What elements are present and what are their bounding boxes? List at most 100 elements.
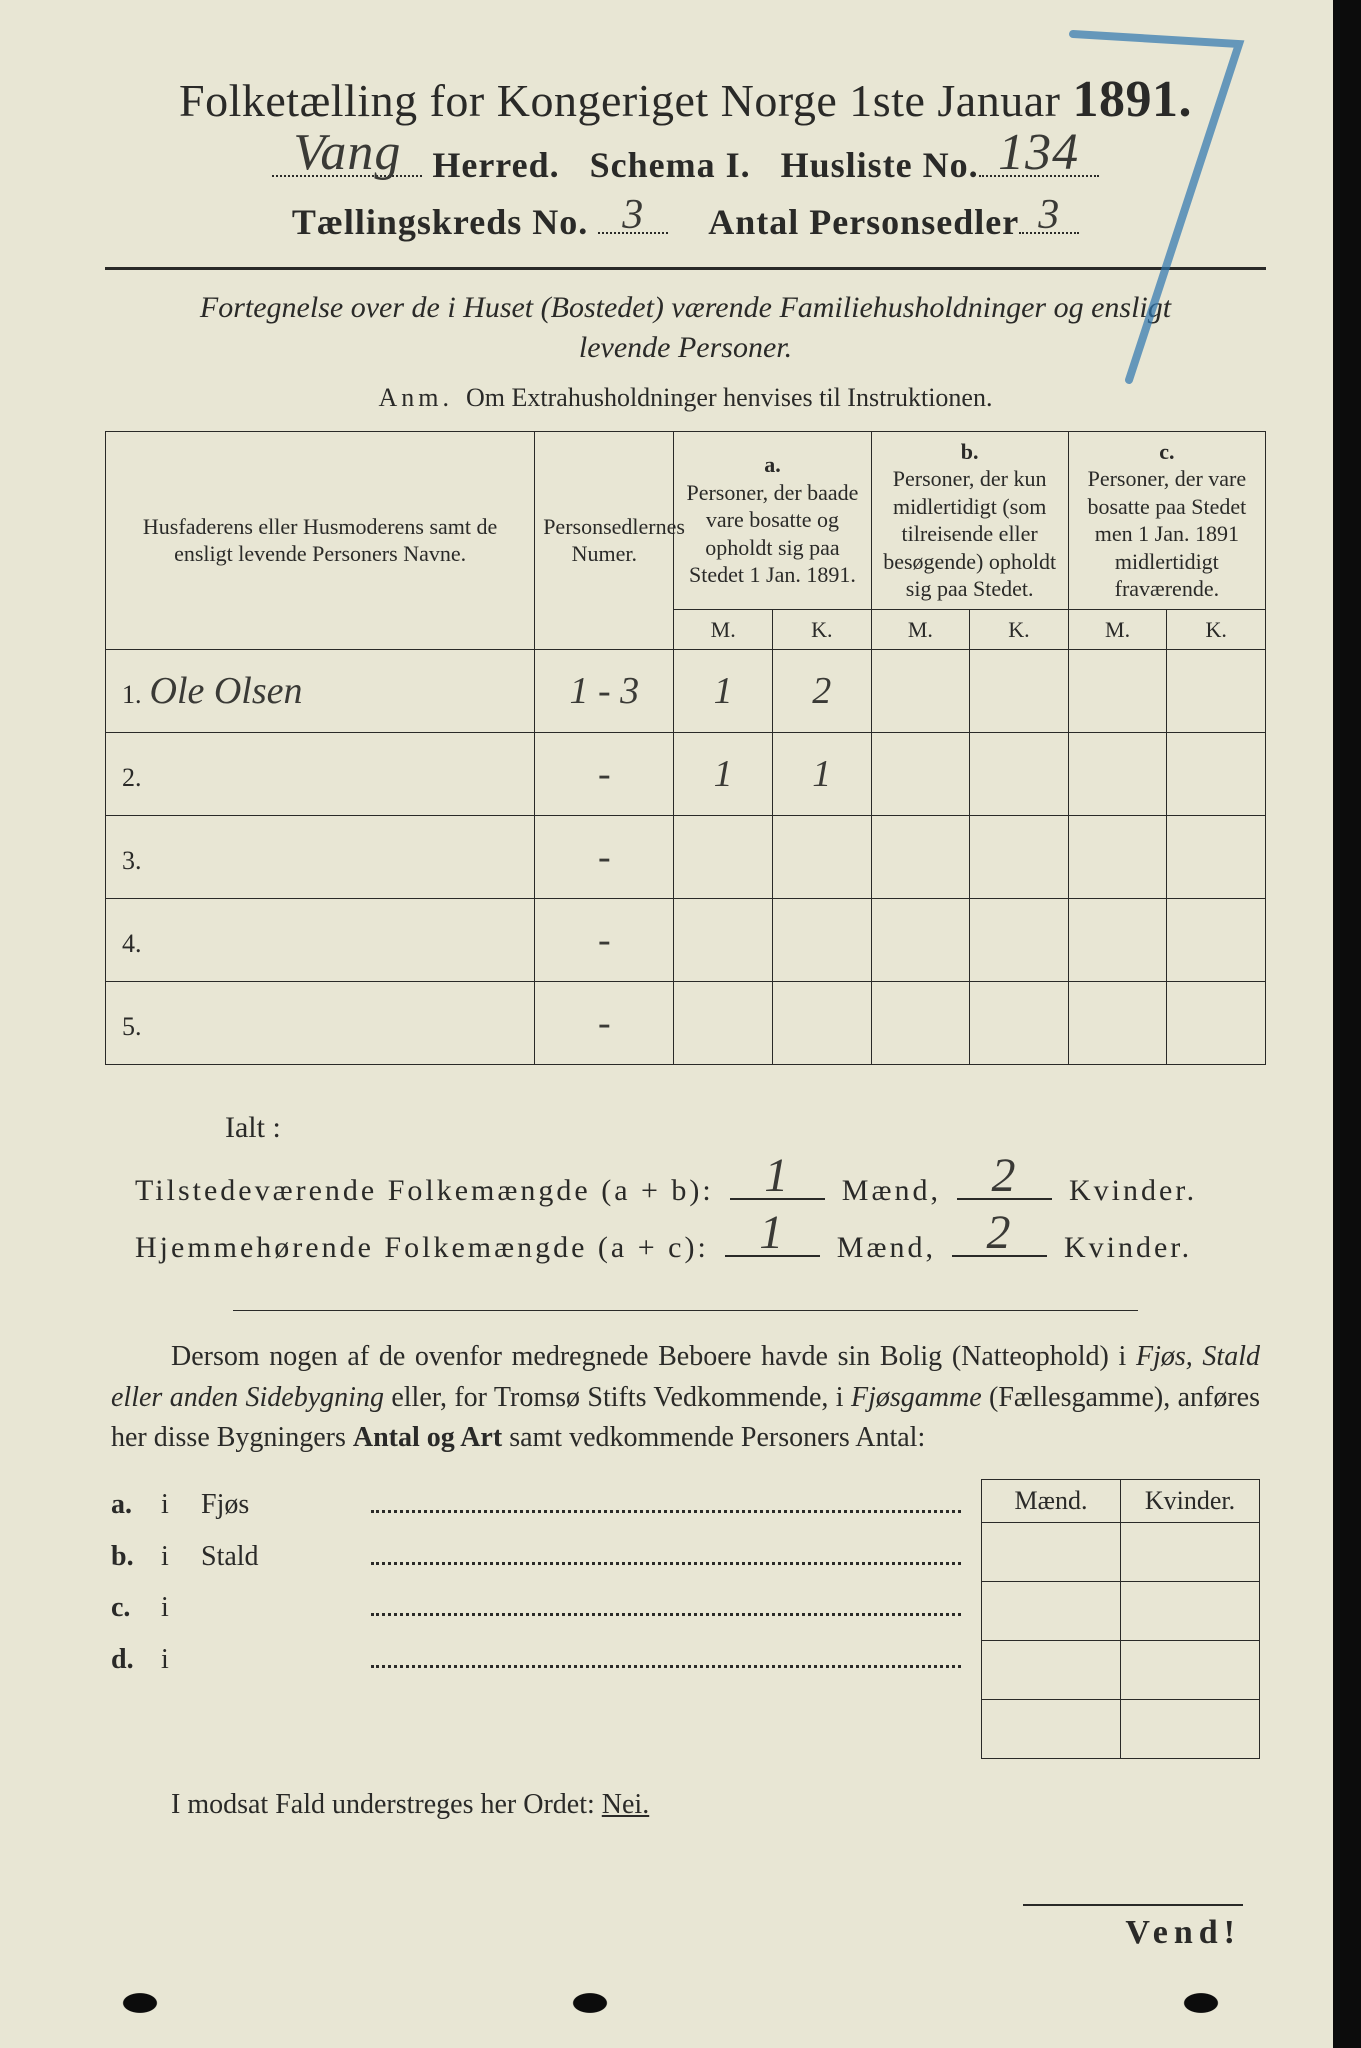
dotted-leader (371, 1648, 961, 1668)
kreds-label: Tællingskreds No. (292, 202, 588, 242)
name-cell: 4. (106, 899, 535, 982)
totals-row-1: Tilstedeværende Folkemængde (a + b): 1 M… (135, 1162, 1236, 1219)
byg-label: Stald (201, 1531, 371, 1583)
rule-top (105, 267, 1266, 270)
bygninger-paragraph: Dersom nogen af de ovenfor medregnede Be… (111, 1337, 1260, 1459)
household-tbody: 1.Ole Olsen1 - 3122.-113.-4.-5.- (106, 650, 1266, 1065)
page-title: Folketælling for Kongeriget Norge 1ste J… (105, 70, 1266, 129)
ialt-label: Ialt : (225, 1099, 1236, 1156)
meta-line-2: Tællingskreds No. 3 Antal Personsedler3 (105, 194, 1266, 243)
cell-b_k (970, 733, 1069, 816)
row-number: 4. (122, 929, 142, 958)
vend-rule (1023, 1904, 1243, 1906)
cell-c_k (1167, 733, 1266, 816)
cell-a_m (674, 899, 773, 982)
byg-header-m: Mænd. (982, 1479, 1121, 1522)
nei-line: I modsat Fald understreges her Ordet: Ne… (111, 1789, 1260, 1821)
byg-a-m (982, 1522, 1121, 1581)
husliste-value: 134 (979, 127, 1099, 179)
herred-value: Vang (272, 127, 422, 179)
cell-num: - (535, 982, 674, 1065)
vend-label: Vend! (1125, 1914, 1241, 1952)
group-a-text: Personer, der baade vare bosatte og opho… (686, 480, 858, 588)
antal-label: Antal Personsedler (708, 202, 1019, 242)
cell-b_m (871, 650, 970, 733)
cell-c_k (1167, 650, 1266, 733)
group-c-header: c. Personer, der vare bosatte paa Stedet… (1068, 431, 1265, 609)
bygninger-block: a.iFjøsb.iStaldc.id.i Mænd. Kvinder. (111, 1479, 1260, 1759)
cell-b_k (970, 982, 1069, 1065)
name-cell: 3. (106, 816, 535, 899)
cell-a_m (674, 816, 773, 899)
totals-1-k: 2 (957, 1152, 1052, 1200)
anm-text: Om Extrahusholdninger henvises til Instr… (466, 383, 992, 412)
row-number: 1. (122, 680, 142, 709)
totals-2-k: 2 (952, 1209, 1047, 1257)
table-row: 1.Ole Olsen1 - 312 (106, 650, 1266, 733)
cell-a_k (772, 816, 871, 899)
totals-2-m: 1 (725, 1209, 820, 1257)
cell-a_m: 1 (674, 650, 773, 733)
group-a-header: a. Personer, der baade vare bosatte og o… (674, 431, 871, 609)
kvinder-label-2: Kvinder. (1064, 1231, 1192, 1264)
c-k: K. (1167, 609, 1266, 650)
bind-hole-icon (560, 1986, 620, 2021)
totals-1-m-slot: 1 (730, 1168, 825, 1200)
group-c-key: c. (1159, 439, 1174, 464)
meta-line-1: Vang Herred. Schema I. Husliste No.134 (105, 137, 1266, 186)
schema-label: Schema I. (590, 145, 751, 185)
cell-a_m: 1 (674, 733, 773, 816)
a-m: M. (674, 609, 773, 650)
byg-b-k (1121, 1581, 1260, 1640)
antal-value: 3 (1019, 194, 1079, 236)
cell-b_m (871, 733, 970, 816)
title-year: 1891. (1072, 71, 1192, 128)
rule-mid (233, 1310, 1139, 1311)
table-row: 3.- (106, 816, 1266, 899)
nei-word: Nei. (602, 1789, 649, 1820)
cell-a_k: 1 (772, 733, 871, 816)
cell-num: - (535, 733, 674, 816)
maend-label-1: Mænd, (842, 1174, 941, 1207)
household-table: Husfaderens eller Husmoderens samt de en… (105, 431, 1266, 1066)
herred-label: Herred. (432, 145, 559, 185)
table-row: 2.-11 (106, 733, 1266, 816)
kvinder-label-1: Kvinder. (1069, 1174, 1197, 1207)
byg-key: d. (111, 1634, 161, 1686)
cell-c_m (1068, 733, 1167, 816)
group-b-header: b. Personer, der kun midlertidigt (som t… (871, 431, 1068, 609)
cell-b_m (871, 899, 970, 982)
totals-block: Ialt : Tilstedeværende Folkemængde (a + … (135, 1099, 1236, 1276)
c-m: M. (1068, 609, 1167, 650)
title-text: Folketælling for Kongeriget Norge 1ste J… (179, 75, 1072, 126)
anm-label: Anm. (379, 383, 454, 412)
b-m: M. (871, 609, 970, 650)
totals-label-2: Hjemmehørende Folkemængde (a + c): (135, 1231, 709, 1264)
cell-a_m (674, 982, 773, 1065)
herred-field: Vang (272, 137, 422, 177)
byg-i: i (161, 1531, 201, 1583)
name-cell: 2. (106, 733, 535, 816)
cell-num: 1 - 3 (535, 650, 674, 733)
totals-label-1: Tilstedeværende Folkemængde (a + b): (135, 1174, 714, 1207)
cell-b_m (871, 982, 970, 1065)
cell-a_k (772, 899, 871, 982)
group-b-text: Personer, der kun midlertidigt (som tilr… (883, 466, 1056, 601)
row-number: 5. (122, 1012, 142, 1041)
husliste-label: Husliste No. (781, 145, 979, 185)
byg-i: i (161, 1582, 201, 1634)
byg-c-k (1121, 1640, 1260, 1699)
cell-c_k (1167, 816, 1266, 899)
cell-c_m (1068, 816, 1167, 899)
group-c-text: Personer, der vare bosatte paa Stedet me… (1087, 466, 1246, 601)
byg-key: b. (111, 1531, 161, 1583)
cell-a_k (772, 982, 871, 1065)
byg-header-k: Kvinder. (1121, 1479, 1260, 1522)
table-row: 5. - (106, 982, 1266, 1065)
byg-b-m (982, 1581, 1121, 1640)
col-name-header: Husfaderens eller Husmoderens samt de en… (106, 431, 535, 650)
byg-row: c.i (111, 1582, 961, 1634)
para-t4: samt vedkommende Personers Antal: (502, 1422, 925, 1453)
name-cell: 1.Ole Olsen (106, 650, 535, 733)
byg-key: a. (111, 1479, 161, 1531)
